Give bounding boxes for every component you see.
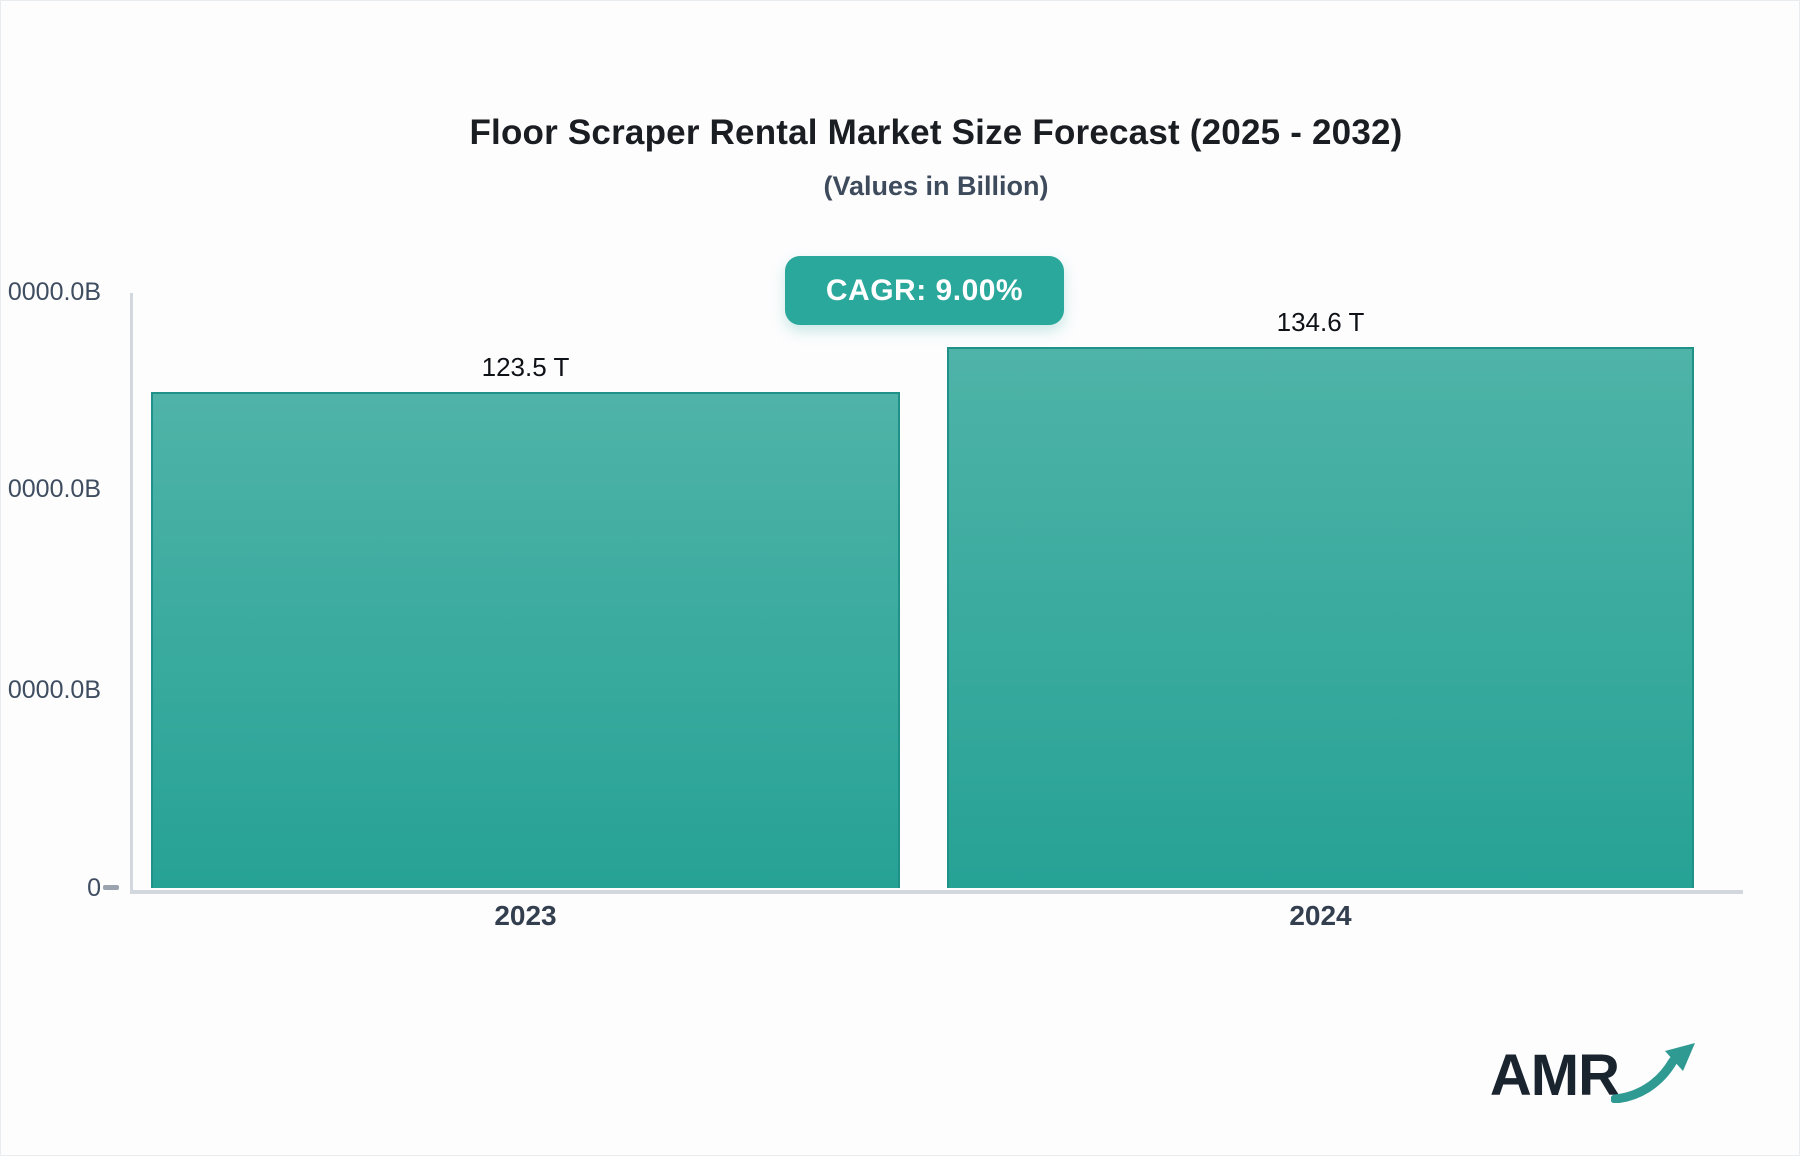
bar-2023 [151, 392, 900, 888]
chart-title: Floor Scraper Rental Market Size Forecas… [469, 113, 1403, 152]
y-axis-zero-label: 0 [87, 874, 101, 902]
x-axis-label-2024: 2024 [1289, 900, 1352, 931]
cagr-badge: CAGR: 9.00% [785, 256, 1064, 325]
x-axis-label-2023: 2023 [494, 900, 557, 931]
y-axis-line [130, 293, 133, 894]
bar-group-2024: 134.6 T [947, 307, 1694, 888]
x-axis-line [130, 890, 1743, 894]
zero-tick-mark [103, 885, 119, 890]
amr-logo-text: AMR [1489, 1043, 1620, 1108]
bar-value-label-2024: 134.6 T [1276, 307, 1365, 337]
y-axis-tick-label: 0000.0B [7, 475, 101, 503]
chart-subtitle: (Values in Billion) [823, 171, 1049, 201]
y-axis-tick-label: 0000.0B [7, 676, 101, 704]
bar-group-2023: 123.5 T [151, 352, 900, 888]
growth-arrow-icon [1611, 1043, 1695, 1103]
bar-value-label-2023: 123.5 T [481, 352, 570, 382]
amr-logo: AMR [1490, 1041, 1699, 1105]
bar-2024 [947, 347, 1694, 888]
y-axis-tick-label: 0000.0B [7, 278, 101, 306]
